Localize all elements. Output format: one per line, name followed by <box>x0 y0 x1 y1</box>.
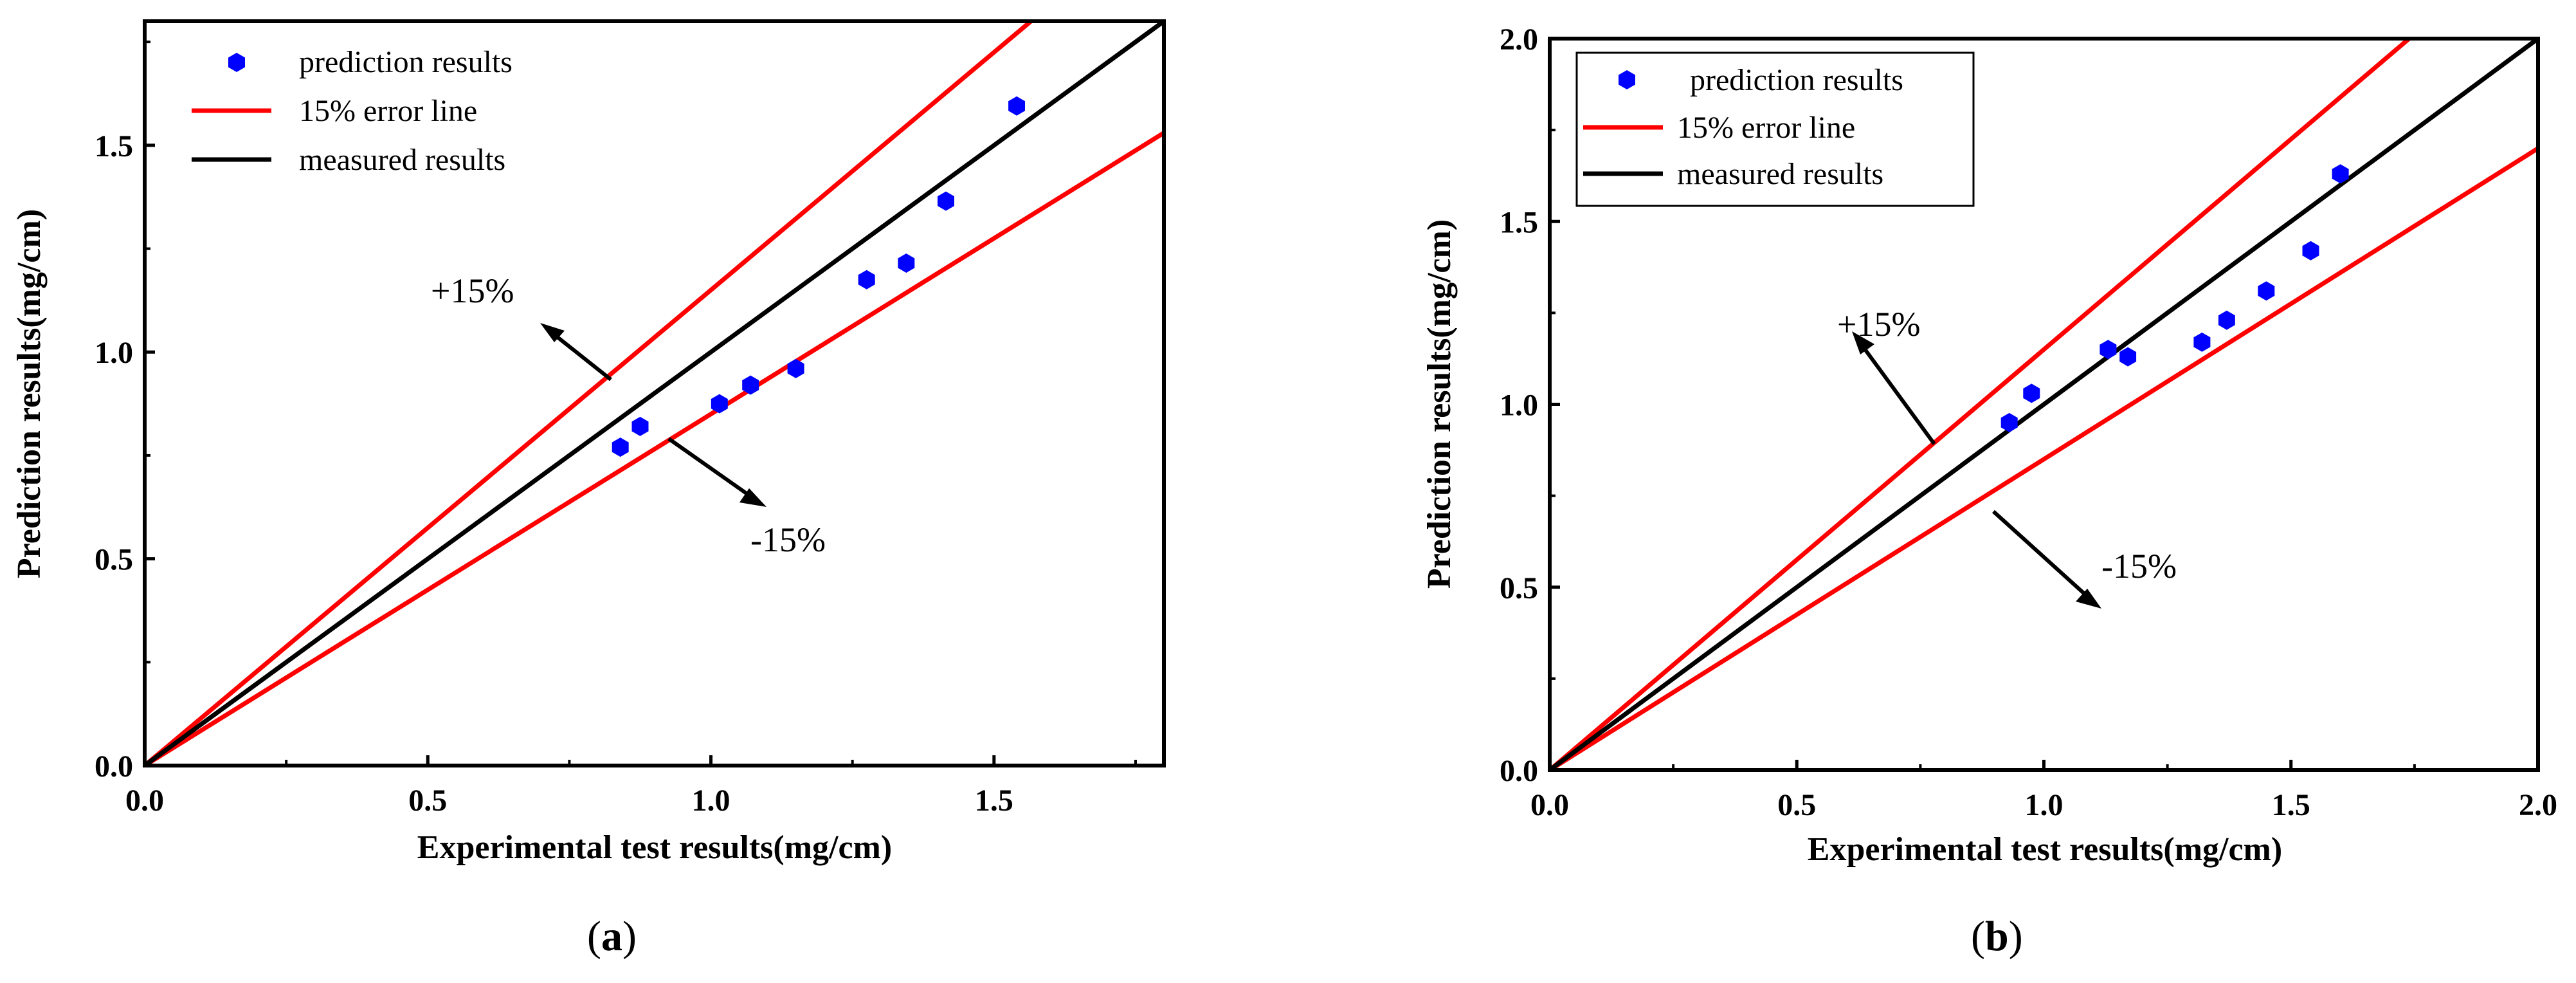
prediction-point <box>2218 310 2235 330</box>
legend-entry-error-line: 15% error line <box>1677 111 1855 145</box>
minus15-arrow-head-icon <box>739 488 766 507</box>
minus15-label: -15% <box>2101 547 2177 585</box>
panel-b-caption: (b) <box>1971 913 2023 960</box>
prediction-point <box>787 358 804 378</box>
prediction-point <box>938 191 954 211</box>
legend-marker-icon <box>1619 70 1635 89</box>
x-tick-label: 0.0 <box>1530 788 1569 822</box>
y-tick-label: 2.0 <box>1500 23 1538 57</box>
prediction-point <box>711 394 728 414</box>
panel-b-x-axis-title: Experimental test results(mg/cm) <box>1808 831 2282 868</box>
prediction-point <box>2119 347 2137 367</box>
minus15-arrow-head-icon <box>2076 589 2101 609</box>
minus15-arrow-shaft <box>1991 510 2089 598</box>
panel-a-y-axis-title: Prediction results(mg/cm) <box>11 209 48 578</box>
prediction-point <box>1008 96 1025 116</box>
prediction-point <box>742 375 759 395</box>
minus15-arrow-shaft <box>667 437 752 499</box>
legend-marker-icon <box>228 53 245 72</box>
y-tick-label: 1.5 <box>1500 205 1538 239</box>
x-tick-label: 2.0 <box>2519 788 2557 822</box>
panel-a-annotations: +15% -15% <box>431 271 826 559</box>
prediction-point <box>2193 332 2211 352</box>
panel-a-x-axis-title: Experimental test results(mg/cm) <box>417 829 892 866</box>
plus15-error-line <box>1550 39 2413 770</box>
y-tick-label: 1.0 <box>1500 389 1538 423</box>
legend-entry-measured: measured results <box>1677 157 1883 191</box>
panel-a-plot-frame <box>143 19 1166 767</box>
prediction-point <box>612 437 629 457</box>
plus15-label: +15% <box>1837 305 1920 344</box>
legend-entry-measured: measured results <box>299 143 505 177</box>
y-tick-label: 0.5 <box>1500 571 1538 605</box>
panel-b-legend: prediction results 15% error line measur… <box>1575 51 1975 207</box>
plus15-error-line <box>145 21 1035 766</box>
plus15-arrow-head-icon <box>540 323 565 342</box>
x-tick-label: 0.0 <box>125 784 164 818</box>
y-tick-label: 0.5 <box>95 543 133 577</box>
legend-hex-marker <box>228 53 245 72</box>
prediction-point <box>2258 281 2275 301</box>
prediction-point <box>2023 383 2040 403</box>
y-tick-label: 0.0 <box>95 749 133 784</box>
panel-b-legend-box <box>1575 51 1975 207</box>
plus15-label: +15% <box>431 271 514 310</box>
panel-a: 0.0 0.5 1.0 1.5 0.0 0.5 1.0 1.5 prediction resu… <box>11 19 1166 960</box>
legend-hex-marker <box>1619 70 1635 89</box>
panel-a-caption-letter: a <box>601 913 622 960</box>
prediction-point <box>2000 412 2018 432</box>
panel-a-ticks: 0.0 0.5 1.0 1.5 0.0 0.5 1.0 1.5 <box>95 41 1137 818</box>
x-tick-label: 1.5 <box>975 784 1013 818</box>
panel-a-caption: (a) <box>587 913 637 960</box>
prediction-point <box>858 270 875 289</box>
x-tick-label: 1.5 <box>2272 788 2310 822</box>
x-tick-label: 1.0 <box>692 784 730 818</box>
minus15-label: -15% <box>750 520 826 559</box>
x-tick-label: 0.5 <box>1777 788 1816 822</box>
y-tick-label: 1.0 <box>95 336 133 370</box>
y-tick-label: 1.5 <box>95 129 133 163</box>
panel-b: 0.0 0.5 1.0 1.5 2.0 0.0 0.5 1.0 1.5 2.0 predictio… <box>1421 23 2557 960</box>
y-tick-label: 0.0 <box>1500 754 1538 788</box>
x-tick-label: 0.5 <box>408 784 447 818</box>
panel-b-y-axis-title: Prediction results(mg/cm) <box>1421 219 1458 589</box>
plus15-arrow-shaft <box>1862 346 1936 445</box>
prediction-point <box>631 416 649 436</box>
panel-b-annotations: +15% -15% <box>1837 305 2177 609</box>
legend-entry-prediction: prediction results <box>299 45 512 79</box>
plus15-arrow-shaft <box>550 331 612 381</box>
legend-entry-prediction: prediction results <box>1690 63 1903 97</box>
legend-entry-error-line: 15% error line <box>299 94 477 128</box>
plus15-arrow-head-icon <box>1852 331 1874 354</box>
panel-b-ticks: 0.0 0.5 1.0 1.5 2.0 0.0 0.5 1.0 1.5 2.0 <box>1500 23 2557 822</box>
panel-b-caption-letter: b <box>1985 913 2009 960</box>
panel-a-legend: prediction results 15% error line measur… <box>192 45 512 177</box>
measured-results-line <box>145 21 1164 766</box>
prediction-point <box>898 253 915 273</box>
x-tick-label: 1.0 <box>2025 788 2064 822</box>
prediction-point <box>2332 164 2349 184</box>
prediction-point <box>2100 340 2117 360</box>
panel-a-data-layer <box>145 21 1164 766</box>
prediction-point <box>2302 241 2319 261</box>
